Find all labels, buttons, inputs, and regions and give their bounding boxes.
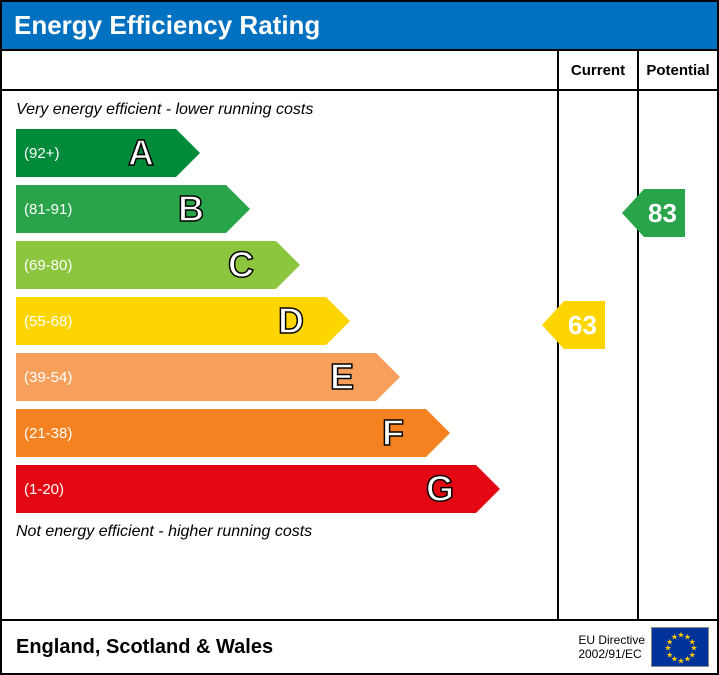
band-arrow-tip (226, 185, 250, 233)
footer-directive: EU Directive 2002/91/EC (578, 633, 645, 662)
band-row-b: (81-91) B (2, 181, 557, 237)
band-f: (21-38) F (16, 409, 426, 457)
band-letter-a: A (128, 132, 154, 174)
band-range-d: (55-68) (16, 313, 72, 330)
band-row-c: (69-80) C (2, 237, 557, 293)
band-letter-g: G (426, 468, 454, 510)
rating-value-potential: 83 (644, 189, 685, 237)
column-header-potential: Potential (637, 51, 717, 89)
eu-star: ★ (677, 657, 684, 666)
epc-chart: Energy Efficiency Rating Current Potenti… (0, 0, 719, 675)
bands-area: Very energy efficient - lower running co… (2, 91, 557, 619)
eu-star: ★ (684, 655, 691, 664)
chart-body: Very energy efficient - lower running co… (2, 91, 717, 619)
column-header-current: Current (557, 51, 637, 89)
column-potential: 83 (637, 91, 717, 619)
rating-marker-current: 63 (564, 301, 605, 349)
rating-value-current: 63 (564, 301, 605, 349)
band-row-g: (1-20) G (2, 461, 557, 517)
band-letter-d: D (278, 300, 304, 342)
band-arrow-tip (426, 409, 450, 457)
band-row-d: (55-68) D (2, 293, 557, 349)
band-row-a: (92+) A (2, 125, 557, 181)
band-letter-b: B (178, 188, 204, 230)
band-letter-f: F (382, 412, 404, 454)
rating-arrow-tip (622, 189, 644, 237)
band-range-e: (39-54) (16, 369, 72, 386)
caption-top: Very energy efficient - lower running co… (2, 99, 557, 125)
band-range-a: (92+) (16, 145, 59, 162)
footer: England, Scotland & Wales EU Directive 2… (2, 619, 717, 673)
chart-title: Energy Efficiency Rating (2, 2, 717, 51)
band-arrow-tip (326, 297, 350, 345)
band-d: (55-68) D (16, 297, 326, 345)
band-a: (92+) A (16, 129, 176, 177)
band-range-f: (21-38) (16, 425, 72, 442)
band-arrow-tip (176, 129, 200, 177)
band-b: (81-91) B (16, 185, 226, 233)
directive-line2: 2002/91/EC (578, 647, 645, 661)
band-arrow-tip (376, 353, 400, 401)
directive-line1: EU Directive (578, 633, 645, 647)
rating-arrow-tip (542, 301, 564, 349)
rating-marker-potential: 83 (644, 189, 685, 237)
band-c: (69-80) C (16, 241, 276, 289)
band-letter-c: C (228, 244, 254, 286)
eu-flag-icon: ★★★★★★★★★★★★ (651, 627, 709, 667)
band-arrow-tip (476, 465, 500, 513)
column-current: 63 (557, 91, 637, 619)
band-letter-e: E (330, 356, 354, 398)
band-arrow-tip (276, 241, 300, 289)
eu-star: ★ (671, 632, 678, 641)
band-range-b: (81-91) (16, 201, 72, 218)
header-row: Current Potential (2, 51, 717, 91)
band-row-e: (39-54) E (2, 349, 557, 405)
caption-bottom: Not energy efficient - higher running co… (2, 517, 557, 543)
band-g: (1-20) G (16, 465, 476, 513)
band-row-f: (21-38) F (2, 405, 557, 461)
footer-region: England, Scotland & Wales (16, 636, 578, 659)
header-spacer (2, 51, 557, 89)
band-e: (39-54) E (16, 353, 376, 401)
band-range-c: (69-80) (16, 257, 72, 274)
band-range-g: (1-20) (16, 481, 64, 498)
